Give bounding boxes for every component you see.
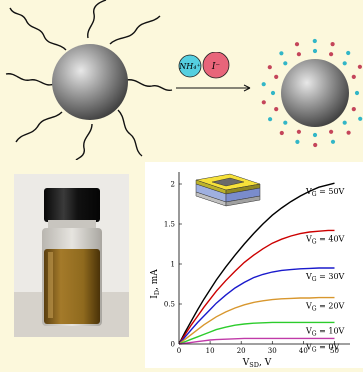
anion-dot: [261, 100, 266, 105]
series-line: [178, 296, 335, 345]
ligand-chain: [87, 0, 107, 39]
anion-dot: [346, 130, 351, 135]
ligand-chain: [5, 73, 55, 86]
series-label: VG = 50V: [305, 187, 345, 198]
x-tick-label: 50: [330, 347, 339, 355]
transistor-device-inset: [195, 173, 261, 207]
series-line: [178, 321, 335, 345]
iv-chart-svg: 0 10 20 30 40 50 0 0.5 1 1.5 2 VG = 50V VG = 40V VG …: [150, 172, 350, 369]
anion-dot: [274, 107, 279, 112]
ligand-chain: [117, 109, 143, 157]
y-tick-label: 0: [171, 341, 175, 349]
x-tick-label: 40: [299, 347, 308, 355]
vial-illustration: [14, 188, 129, 337]
anion-dot: [296, 52, 301, 57]
cation-dot: [354, 90, 360, 96]
ligand-exchange-reaction: NH₄⁺ I⁻: [176, 52, 251, 92]
cation-dot: [358, 116, 363, 121]
y-tick-label: 0.5: [164, 301, 175, 309]
anion-dot: [330, 42, 335, 47]
x-axis-label: VSD, V: [242, 358, 272, 368]
ligand-chain: [125, 79, 173, 92]
cation-dot: [312, 132, 318, 138]
y-axis-label: ID, mA: [150, 269, 161, 299]
anion-dot: [351, 107, 356, 112]
ligand-chain: [9, 7, 67, 51]
y-tick-label: 2: [171, 181, 175, 189]
series-label: VG = 10V: [305, 326, 345, 337]
cation-dot: [270, 90, 276, 96]
iodide-anion-sphere: [202, 52, 230, 79]
cation-dot: [312, 38, 317, 44]
ligand-chain: [75, 123, 93, 160]
series-label: VG = 40V: [305, 234, 345, 245]
vial-cap: [44, 188, 100, 222]
ammonium-cation-label: NH₄⁺: [178, 62, 200, 71]
surface-ions: [261, 38, 363, 148]
ligand-chain: [15, 111, 63, 143]
vial-liquid: [44, 249, 100, 324]
series-label: VG = 20V: [305, 302, 345, 313]
ligand-chain: [109, 15, 161, 45]
series-line: [178, 229, 335, 345]
series-label: VG = 30V: [305, 272, 345, 283]
cation-dot: [268, 117, 273, 122]
x-tick-label: 0: [177, 347, 181, 355]
reaction-arrowhead: [243, 84, 251, 92]
anion-dot: [329, 52, 334, 57]
x-tick-label: 10: [206, 347, 215, 355]
nanoparticle-sphere: [281, 59, 349, 127]
cation-dot: [342, 120, 347, 125]
y-tick-label: 1: [171, 261, 175, 269]
cation-dot: [261, 82, 266, 87]
cation-dot: [312, 48, 318, 54]
cation-dot: [283, 61, 288, 66]
ammonium-cation-sphere: [178, 54, 202, 78]
anion-dot: [294, 42, 300, 47]
series-line: [178, 267, 335, 345]
cation-dot: [295, 139, 300, 144]
x-tick-label: 30: [268, 347, 277, 355]
anion-dot: [296, 129, 301, 134]
cation-dot: [283, 120, 288, 125]
iodide-anion-label: I⁻: [211, 62, 221, 72]
nanoparticle-sphere: [52, 44, 128, 120]
vial-neck: [48, 220, 96, 228]
ligand-capped-nanoparticle: [5, 0, 173, 160]
series-line: [178, 182, 335, 345]
x-tick-label: 20: [237, 347, 246, 355]
cation-dot: [330, 139, 336, 144]
cation-dot: [342, 61, 347, 66]
series-label: VG = 0V: [305, 342, 339, 353]
output-characteristics-chart: 0 10 20 30 40 50 0 0.5 1 1.5 2 VG = 50V VG = 40V VG …: [145, 162, 363, 369]
y-tick-label: 1.5: [164, 221, 175, 229]
anion-dot: [351, 74, 356, 79]
ligand-chains: [5, 0, 173, 160]
ion-capped-nanoparticle: [261, 38, 363, 148]
cation-dot: [346, 50, 351, 56]
anion-dot: [357, 64, 362, 69]
nanocrystal-solution-vial-photo: [14, 174, 129, 337]
anion-dot: [274, 74, 279, 79]
anion-dot: [329, 129, 334, 134]
anion-dot: [279, 130, 284, 136]
anion-dot: [267, 65, 272, 70]
anion-dot: [313, 142, 318, 148]
cation-dot: [279, 51, 284, 56]
series-line: [178, 337, 335, 345]
